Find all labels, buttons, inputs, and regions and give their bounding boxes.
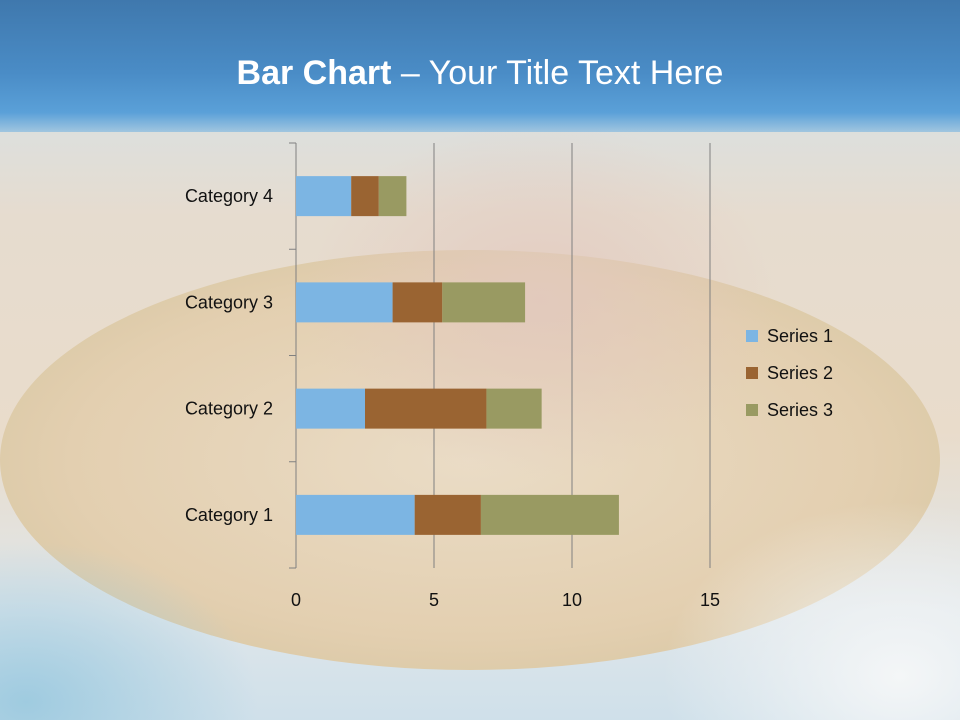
title-band [0,0,960,132]
legend-label: Series 1 [767,326,833,346]
x-tick-label: 5 [429,590,439,610]
bar-series-2 [365,388,487,429]
category-label: Category 2 [185,399,273,419]
bar-series-3 [486,388,542,429]
bar-series-2 [392,282,443,323]
bar-series-2 [414,494,481,535]
legend-label: Series 3 [767,400,833,420]
x-tick-label: 15 [700,590,720,610]
bar-series-1 [296,176,352,217]
background-cloth [0,540,260,720]
title-dash: – [391,54,429,92]
x-tick-label: 0 [291,590,301,610]
legend-swatch [746,367,758,379]
legend-swatch [746,404,758,416]
category-label: Category 1 [185,505,273,525]
legend-label: Series 2 [767,363,833,383]
legend-swatch [746,330,758,342]
bar-series-3 [442,282,526,323]
category-label: Category 4 [185,186,273,206]
bar-series-3 [480,494,619,535]
x-tick-label: 10 [562,590,582,610]
title-rest: Your Title Text Here [428,54,724,92]
bar-series-3 [378,176,407,217]
bar-series-2 [351,176,379,217]
bar-series-1 [296,282,393,323]
slide-title: Bar Chart – Your Title Text Here [0,54,960,93]
category-label: Category 3 [185,292,273,312]
title-bold: Bar Chart [236,54,392,92]
bar-series-1 [296,388,365,429]
bar-series-1 [296,494,415,535]
